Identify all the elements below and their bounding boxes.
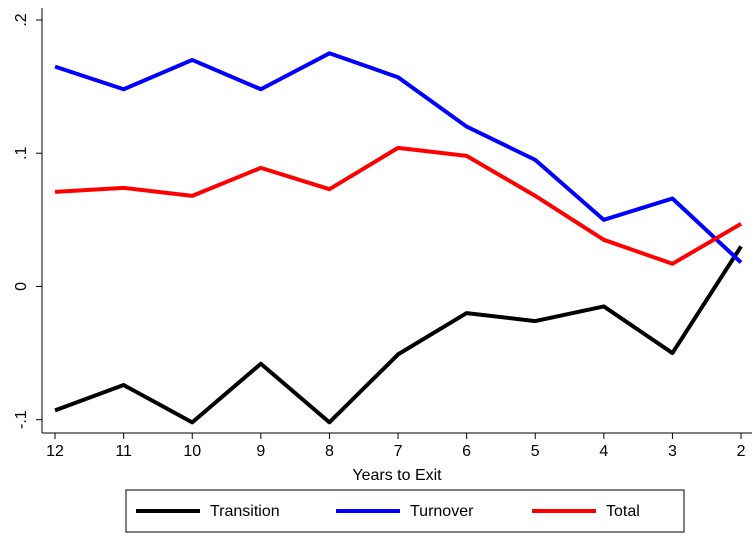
- y-tick-label: 0: [13, 282, 30, 291]
- x-tick-label: 7: [394, 443, 403, 460]
- x-tick-label: 2: [737, 443, 746, 460]
- x-tick-label: 6: [462, 443, 471, 460]
- line-series: [54, 245, 743, 425]
- y-tick-label: -.1: [13, 410, 30, 429]
- y-tick-label: .1: [13, 146, 30, 159]
- x-tick-label: 9: [256, 443, 265, 460]
- legend-label: Transition: [210, 503, 280, 520]
- x-tick-label: 3: [668, 443, 677, 460]
- y-tick-label: .2: [13, 13, 30, 26]
- line-series: [54, 51, 743, 264]
- x-tick-label: 5: [531, 443, 540, 460]
- legend-label: Turnover: [410, 503, 474, 520]
- x-tick-label: 4: [599, 443, 608, 460]
- x-axis-label: Years to Exit: [352, 467, 442, 484]
- x-tick-label: 11: [115, 443, 132, 460]
- x-tick-label: 10: [183, 443, 201, 460]
- x-tick-label: 8: [325, 443, 334, 460]
- legend-label: Total: [606, 503, 640, 520]
- x-tick-label: 12: [46, 443, 64, 460]
- line-series: [54, 145, 743, 266]
